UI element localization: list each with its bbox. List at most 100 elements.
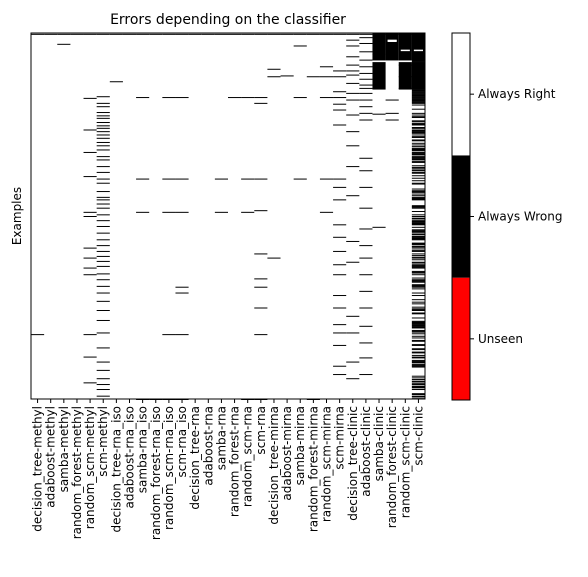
error-cell [411, 224, 425, 226]
error-cell [411, 207, 425, 209]
error-cell [411, 130, 425, 132]
x-tick-label: samba-rna_iso [136, 406, 150, 493]
error-cell [162, 334, 176, 336]
error-cell [346, 240, 360, 242]
error-cell [96, 145, 110, 147]
error-cell [411, 211, 425, 213]
error-cell [411, 206, 425, 208]
error-cell [96, 178, 110, 180]
error-cell [83, 97, 97, 99]
x-tick-label: random_scm-mirna [320, 406, 334, 522]
error-cell [411, 321, 425, 323]
error-cell [346, 261, 360, 263]
error-cell [411, 136, 425, 138]
error-cell [96, 260, 110, 262]
error-cell [319, 97, 334, 99]
error-cell [411, 231, 425, 233]
error-cell [359, 290, 373, 292]
x-tick-label: adaboost-rna [201, 406, 215, 486]
error-cell [359, 157, 373, 159]
error-cell [83, 216, 97, 217]
error-cell [175, 334, 189, 336]
error-cell [411, 361, 425, 363]
error-cell [122, 33, 137, 35]
colorbar-segments [452, 33, 470, 400]
error-cell [411, 250, 425, 252]
error-cell [31, 334, 45, 336]
error-cell [411, 169, 425, 171]
error-cell [293, 178, 307, 180]
error-cell [333, 374, 347, 376]
error-cell [411, 242, 425, 244]
error-cell [359, 357, 373, 359]
error-cell [411, 195, 425, 197]
error-cell [411, 112, 425, 114]
error-cell [96, 199, 110, 201]
error-cell [359, 186, 373, 188]
error-cell [411, 226, 425, 228]
error-cell [96, 285, 110, 287]
error-cell [83, 151, 97, 153]
error-cell [411, 167, 425, 169]
error-cell [280, 33, 294, 35]
error-cell [411, 245, 425, 247]
error-cell [333, 332, 347, 334]
error-cell [254, 210, 268, 212]
error-cell [411, 330, 425, 332]
error-cell [359, 99, 373, 101]
error-cell [359, 51, 373, 53]
block-gap [413, 49, 423, 52]
x-tick-label: random_forest-rna [228, 406, 242, 517]
error-cell [359, 87, 373, 89]
error-cell [162, 97, 176, 99]
error-cell [70, 33, 84, 35]
error-cell [411, 325, 425, 327]
error-cell [411, 377, 425, 379]
error-cell [411, 233, 425, 235]
error-cell [96, 300, 110, 302]
error-cell [411, 262, 425, 264]
error-cell [411, 331, 425, 333]
error-cell [254, 278, 268, 280]
error-cell [319, 211, 334, 213]
error-cell [411, 60, 425, 62]
error-cell [411, 122, 425, 124]
error-cell [411, 288, 425, 290]
error-cell [333, 97, 347, 99]
error-cell [411, 250, 425, 252]
error-cell [96, 182, 110, 184]
x-tick-label: decision_tree-methyl [31, 406, 45, 532]
error-cell [96, 134, 110, 136]
error-cell [385, 99, 399, 101]
error-cell [306, 33, 320, 35]
x-tick-label: adaboost-rna_iso [123, 406, 137, 509]
error-cell [411, 154, 425, 156]
error-cell [83, 211, 97, 213]
error-cell [411, 100, 425, 102]
x-tick-label: random_scm-rna [241, 406, 255, 507]
error-cell [411, 317, 425, 319]
error-cell [411, 182, 425, 184]
error-cell [96, 378, 110, 380]
error-cell [96, 232, 110, 234]
error-cell [411, 395, 425, 397]
error-cell [175, 211, 189, 213]
error-cell [411, 356, 425, 358]
error-cell [411, 379, 425, 381]
x-tick-label: random_scm-methyl [83, 406, 97, 529]
error-cell [411, 261, 425, 263]
error-cell [411, 253, 425, 255]
block-gap [400, 49, 410, 52]
error-cell [136, 33, 150, 35]
error-cell [83, 176, 97, 178]
error-cell [293, 33, 307, 35]
error-cell [109, 81, 123, 83]
error-cell [411, 171, 425, 173]
error-cell [359, 33, 373, 35]
x-tick-label: random_forest-rna_iso [149, 406, 163, 540]
error-cell [346, 315, 360, 317]
x-tick-label: samba-methyl [57, 406, 71, 492]
error-cell [411, 279, 425, 281]
error-cell [333, 76, 347, 78]
